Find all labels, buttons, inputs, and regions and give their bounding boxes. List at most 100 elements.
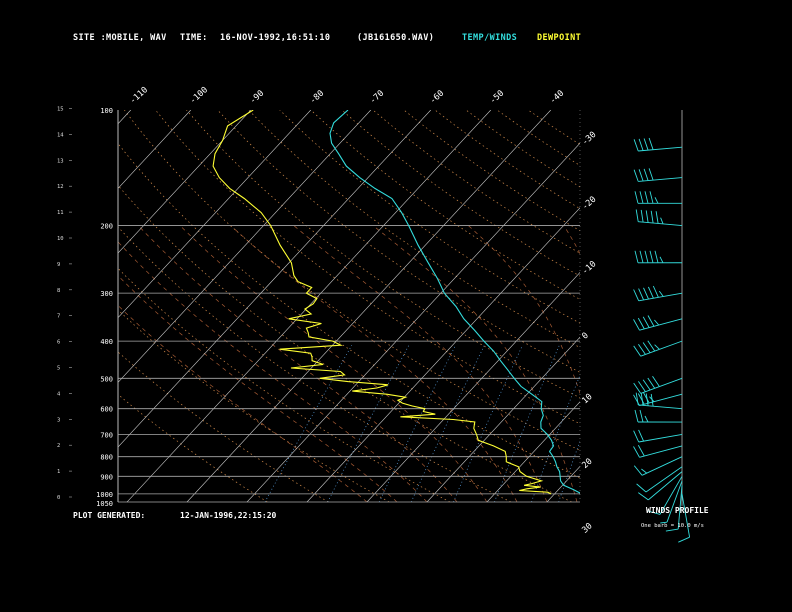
dewpoint-line bbox=[212, 110, 552, 495]
pressure-tick-label: 700 bbox=[100, 431, 113, 439]
moist-adiabat bbox=[640, 226, 667, 502]
wind-barb-shaft bbox=[681, 493, 691, 538]
height-tick-label: 5 bbox=[57, 366, 60, 372]
wind-barb bbox=[639, 250, 644, 263]
wind-barb bbox=[633, 139, 639, 152]
dry-adiabat bbox=[465, 110, 580, 188]
isotherm bbox=[306, 207, 580, 502]
moist-adiabat bbox=[230, 225, 518, 502]
site-label: SITE : bbox=[73, 33, 107, 43]
wind-barb-shaft bbox=[666, 480, 683, 523]
isotherm bbox=[667, 110, 792, 502]
wind-barb-shaft bbox=[659, 476, 683, 515]
wind-barb bbox=[649, 191, 654, 204]
isotherm bbox=[546, 466, 580, 502]
temp-tick-label-top: -70 bbox=[368, 89, 386, 107]
pressure-tick-label: 1000 bbox=[96, 491, 113, 499]
isotherm bbox=[118, 110, 312, 319]
wind-barb bbox=[655, 211, 659, 224]
isotherm bbox=[118, 110, 132, 125]
isotherm bbox=[246, 142, 580, 502]
height-tick-label: 6 bbox=[57, 340, 60, 346]
wind-barb bbox=[678, 536, 690, 543]
isotherm bbox=[186, 110, 552, 502]
dry-adiabat bbox=[118, 226, 512, 502]
wind-barb bbox=[643, 287, 649, 300]
temp-tick-label-top: -60 bbox=[428, 89, 446, 107]
mixing-ratio-line bbox=[579, 501, 580, 502]
temp-tick-label-top: -40 bbox=[548, 89, 566, 107]
wind-barb-shaft bbox=[638, 177, 683, 182]
wind-barb bbox=[638, 343, 646, 355]
temp-tick-label-right: 0 bbox=[580, 331, 590, 342]
height-tick-label: 7 bbox=[57, 314, 60, 320]
temp-tick-label-right: 10 bbox=[580, 392, 594, 406]
wind-barb-shaft bbox=[638, 146, 683, 152]
wind-barb bbox=[642, 379, 651, 391]
wind-barb bbox=[654, 197, 659, 204]
wind-barb bbox=[638, 381, 646, 392]
dry-adiabat bbox=[217, 110, 580, 373]
pressure-tick-label: 400 bbox=[100, 338, 113, 346]
wind-barb bbox=[634, 409, 639, 423]
isotherm bbox=[118, 110, 252, 254]
height-tick-label: 10 bbox=[57, 236, 64, 242]
wind-barb-shaft bbox=[638, 404, 683, 410]
wind-barb bbox=[639, 191, 644, 204]
time-label: TIME: bbox=[180, 33, 208, 43]
temp-tick-label-right: -30 bbox=[580, 130, 598, 148]
wind-barb bbox=[641, 468, 647, 474]
isotherm bbox=[426, 336, 580, 502]
mixing-ratio-line bbox=[410, 345, 485, 502]
height-tick-label: 9 bbox=[57, 262, 60, 268]
wind-barb bbox=[647, 510, 661, 515]
wind-barb bbox=[660, 521, 668, 524]
dry-adiabat bbox=[124, 110, 580, 451]
dry-adiabat bbox=[341, 110, 580, 277]
wind-barb bbox=[639, 409, 644, 423]
wind-barb bbox=[659, 256, 664, 264]
wind-barb bbox=[647, 340, 656, 352]
temp-tick-label-right: 20 bbox=[580, 457, 594, 471]
moist-adiabat bbox=[138, 225, 458, 502]
wind-barb-shaft bbox=[648, 471, 683, 501]
height-tick-label: 11 bbox=[57, 210, 64, 216]
pressure-tick-label: 100 bbox=[100, 107, 113, 115]
wind-barb bbox=[638, 288, 645, 301]
mixing-ratio-line bbox=[531, 374, 580, 502]
wind-barb bbox=[634, 250, 639, 263]
time-value: 16-NOV-1992,16:51:10 bbox=[220, 33, 331, 43]
wind-barb bbox=[636, 483, 647, 493]
pressure-tick-label: 600 bbox=[100, 406, 113, 414]
height-tick-label: 13 bbox=[57, 158, 64, 164]
temperature-line bbox=[329, 110, 580, 494]
dry-adiabat bbox=[403, 110, 580, 232]
wind-barb bbox=[640, 209, 644, 223]
wind-barb bbox=[633, 319, 640, 331]
wind-barb bbox=[660, 217, 664, 225]
wind-barb-note: One barb = 10.0 m/s bbox=[641, 523, 704, 529]
dry-adiabat bbox=[118, 351, 329, 502]
temp-tick-label-top: -90 bbox=[248, 89, 266, 107]
generated-value: 12-JAN-1996,22:15:20 bbox=[180, 511, 277, 520]
wind-barb bbox=[640, 393, 644, 406]
wind-barb bbox=[633, 430, 640, 443]
temp-tick-label-right: 30 bbox=[580, 521, 594, 535]
isotherm bbox=[118, 110, 432, 448]
mixing-ratio-line bbox=[453, 345, 523, 502]
wind-barb bbox=[633, 465, 643, 476]
temp-tick-label-top: -100 bbox=[188, 85, 210, 106]
wind-barb bbox=[633, 394, 640, 406]
wind-barb bbox=[633, 446, 640, 458]
mixing-ratio-line bbox=[327, 345, 410, 502]
height-tick-label: 1 bbox=[57, 469, 60, 475]
wind-barb bbox=[649, 250, 654, 263]
wind-barb-shaft bbox=[638, 433, 683, 443]
isotherm bbox=[118, 110, 192, 189]
pressure-tick-label: 500 bbox=[100, 375, 113, 383]
height-tick-label: 4 bbox=[57, 391, 61, 397]
wind-barb bbox=[633, 345, 642, 357]
legend-temp: TEMP/WINDS bbox=[462, 33, 518, 43]
temp-tick-label-top: -50 bbox=[488, 89, 506, 107]
